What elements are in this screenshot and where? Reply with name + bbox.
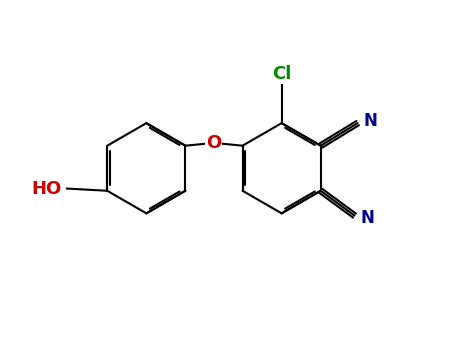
Text: Cl: Cl [272,65,291,83]
Text: N: N [360,209,374,227]
Text: N: N [364,112,377,130]
Text: HO: HO [31,180,61,197]
Text: O: O [207,134,222,153]
